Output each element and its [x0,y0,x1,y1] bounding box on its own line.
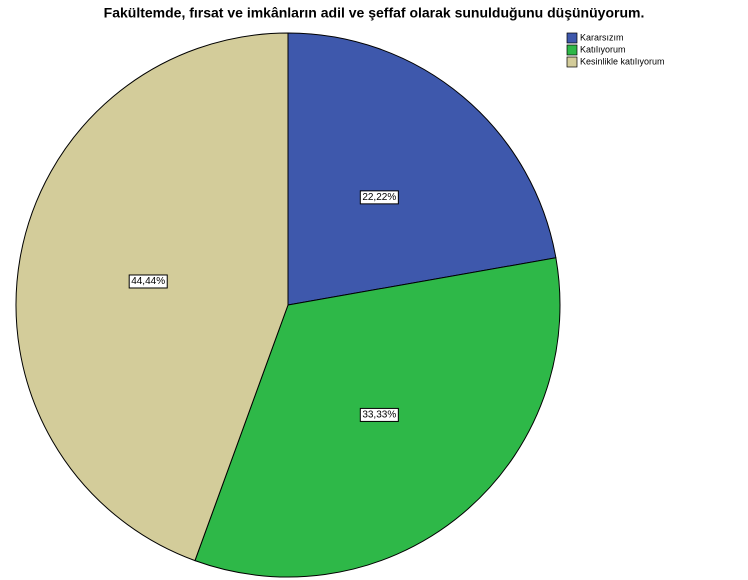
pie-slice [15,32,289,562]
data-label-box [128,274,168,289]
legend-swatch [566,56,578,68]
pie-slice [287,32,557,306]
data-label-box [359,190,399,205]
data-label-box [359,407,399,422]
data-label: 33,33% [359,407,399,422]
data-label: 22,22% [359,190,399,205]
data-label-text: 33,33% [362,409,396,420]
legend-label: Kararsızım [580,32,624,42]
legend-swatch [566,44,578,56]
data-label-text: 22,22% [362,192,396,203]
chart-title: Fakültemde, fırsat ve imkânların adil ve… [104,5,645,21]
legend-swatch [566,32,578,44]
legend-label: Kesinlikle katılıyorum [580,56,665,66]
data-label-text: 44,44% [131,276,165,287]
data-label: 44,44% [128,274,168,289]
legend-label: Katılıyorum [580,44,626,54]
